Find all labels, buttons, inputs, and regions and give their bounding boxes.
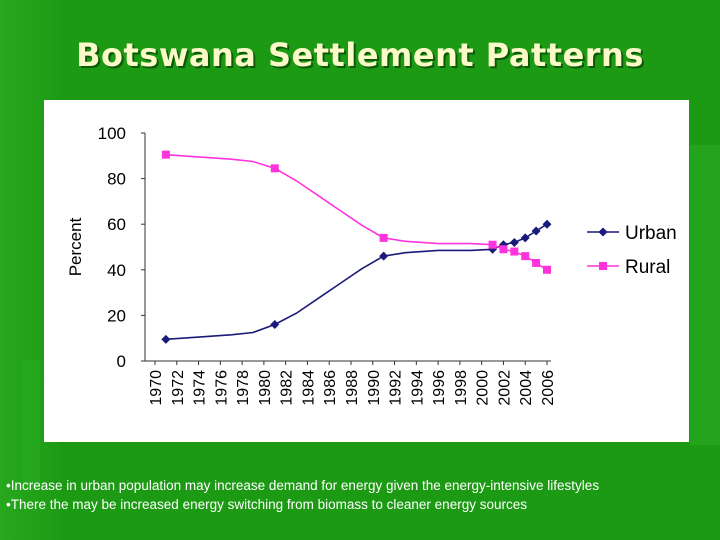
slide-title: Botswana Settlement Patterns [76, 36, 644, 74]
chart-series [161, 150, 552, 344]
legend-marker-rural [599, 262, 607, 270]
x-tick-label: 1990 [366, 370, 383, 406]
x-tick-label: 1980 [257, 370, 274, 406]
data-point-rural [521, 252, 530, 261]
data-point-rural [543, 265, 551, 274]
x-tick-label: 1974 [192, 370, 209, 406]
series-line-rural [165, 153, 548, 271]
data-point-urban [161, 334, 171, 344]
data-point-urban [542, 219, 552, 229]
y-tick-label: 60 [107, 215, 126, 234]
x-tick-label: 1996 [431, 370, 448, 406]
data-point-urban [379, 251, 389, 261]
y-tick-label: 20 [107, 306, 126, 325]
data-point-rural [270, 164, 279, 173]
background-shape [690, 145, 720, 445]
x-tick-label: 2004 [518, 370, 535, 406]
data-point-rural [532, 258, 541, 267]
x-tick-label: 2000 [475, 370, 492, 406]
x-tick-label: 1992 [388, 370, 405, 406]
legend-label-urban: Urban [625, 223, 677, 244]
x-tick-label: 1986 [322, 370, 339, 406]
data-point-rural [161, 150, 170, 159]
bullet-item: •There the may be increased energy switc… [6, 497, 527, 512]
data-point-urban [270, 320, 280, 330]
x-tick-label: 2006 [540, 370, 557, 406]
data-point-rural [488, 240, 497, 249]
x-tick-label: 1978 [235, 370, 252, 406]
data-point-rural [379, 233, 388, 242]
y-tick-label: 40 [107, 261, 126, 280]
data-point-urban [520, 233, 530, 243]
legend-marker-urban [598, 227, 608, 237]
data-point-rural [510, 247, 519, 256]
y-tick-label: 80 [107, 170, 126, 189]
data-point-urban [509, 237, 519, 247]
y-axis-label: Percent [66, 217, 85, 276]
x-tick-label: 1982 [279, 370, 296, 406]
x-tick-label: 1984 [300, 370, 317, 406]
y-tick-label: 0 [117, 352, 126, 371]
data-point-urban [531, 226, 541, 236]
chart-axes: 0 20 40 60 80 100 Percent 1970 1972 1974 1976 1978 1… [66, 124, 557, 406]
chart-legend: Urban Rural [587, 223, 677, 278]
background-shape [22, 360, 40, 490]
bullet-item: •Increase in urban population may increa… [6, 478, 600, 493]
legend-label-rural: Rural [625, 257, 670, 278]
line-chart: 0 20 40 60 80 100 Percent 1970 1972 1974 1976 1978 1… [66, 124, 677, 406]
x-tick-label: 2002 [496, 370, 513, 406]
x-tick-label: 1998 [453, 370, 470, 406]
bullet-list: •Increase in urban population may increa… [6, 476, 718, 514]
x-tick-label: 1972 [170, 370, 187, 406]
x-tick-label: 1994 [409, 370, 426, 406]
data-point-rural [499, 245, 508, 254]
x-tick-label: 1976 [213, 370, 230, 406]
x-tick-label: 1988 [344, 370, 361, 406]
x-tick-label: 1970 [148, 370, 165, 406]
chart-panel: 0 20 40 60 80 100 Percent 1970 1972 1974 1976 1978 1… [44, 100, 689, 442]
y-tick-label: 100 [98, 124, 126, 143]
